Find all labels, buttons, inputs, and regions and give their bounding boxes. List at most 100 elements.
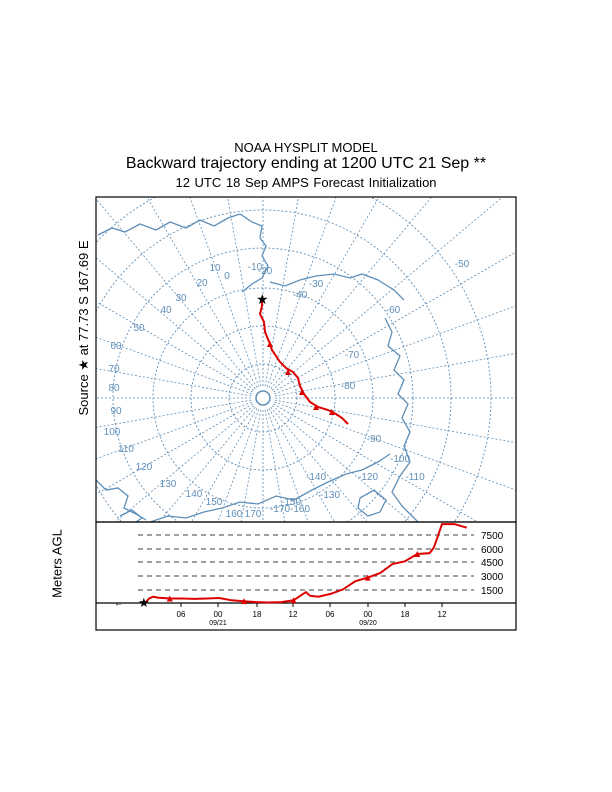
longitude-line xyxy=(268,408,336,522)
longitude-label: 80 xyxy=(108,383,120,394)
longitude-label: -90 xyxy=(367,434,382,445)
longitude-label: 140 xyxy=(186,489,203,500)
height-level-label: 6000 xyxy=(481,545,504,556)
chart-subtitle: 12 UTC 18 Sep AMPS Forecast Initializati… xyxy=(175,175,437,190)
date-label: 09/21 xyxy=(209,620,227,627)
longitude-label: 170 xyxy=(245,509,262,520)
longitude-line xyxy=(227,197,262,387)
coastlines xyxy=(96,213,419,522)
longitude-line xyxy=(96,336,252,395)
south-pole-marker xyxy=(255,390,271,406)
longitude-label: 130 xyxy=(160,479,177,490)
longitude-line xyxy=(268,197,380,388)
longitude-line xyxy=(240,409,262,522)
longitude-line xyxy=(264,197,299,387)
longitude-label: 60 xyxy=(110,341,122,352)
date-label: 09/20 xyxy=(359,620,377,627)
longitude-line xyxy=(273,403,479,522)
longitude-line xyxy=(146,197,258,388)
longitude-label: -10 xyxy=(248,262,263,273)
longitude-label: -40 xyxy=(293,290,308,301)
time-tick-labels: 06 00 18 12 06 00 18 12 09/21 09/20 xyxy=(177,603,447,627)
time-tick-label: 00 xyxy=(214,610,223,619)
longitude-line xyxy=(217,409,260,522)
height-level-label: 7500 xyxy=(481,531,504,542)
longitude-label: -60 xyxy=(386,305,401,316)
longitude-line xyxy=(270,197,433,390)
longitude-line xyxy=(266,409,309,522)
longitude-label: 40 xyxy=(160,305,172,316)
height-trajectory-marker xyxy=(364,574,371,581)
longitude-line xyxy=(274,305,516,395)
longitude-line xyxy=(96,401,252,460)
trajectory-marker xyxy=(329,409,335,415)
longitude-label: 160 xyxy=(226,509,243,520)
longitude-line xyxy=(96,301,253,393)
trajectory-marker xyxy=(285,369,291,375)
longitude-label: -50 xyxy=(455,259,470,270)
longitude-labels: -50-60-70-80-90-100-110-120-130-140-150-… xyxy=(104,259,470,520)
longitude-label: -100 xyxy=(390,454,410,465)
trajectory-path xyxy=(258,299,349,425)
time-tick-label: 06 xyxy=(326,610,335,619)
height-trajectory xyxy=(144,523,468,605)
longitude-label: 0 xyxy=(224,271,230,282)
longitude-label: -70 xyxy=(345,350,360,361)
longitude-label: 90 xyxy=(110,406,122,417)
longitude-label: 50 xyxy=(133,323,145,334)
longitude-label: -120 xyxy=(358,472,378,483)
time-tick-label: 12 xyxy=(438,610,447,619)
height-level-label: 1500 xyxy=(481,586,504,597)
longitude-label: 10 xyxy=(209,263,221,274)
height-trajectory-marker xyxy=(241,598,247,605)
longitude-label: 150 xyxy=(206,497,223,508)
latitude-circle xyxy=(96,197,492,522)
longitude-line xyxy=(274,399,516,444)
longitude-label: 20 xyxy=(196,278,208,289)
height-level-lines: 7500 6000 4500 3000 1500 xyxy=(138,531,504,597)
height-trajectory-marker xyxy=(414,551,421,558)
longitude-label: -80 xyxy=(341,381,356,392)
model-name: NOAA HYSPLIT MODEL xyxy=(234,140,378,155)
height-level-label: 4500 xyxy=(481,558,504,569)
height-panel: 7500 6000 4500 3000 1500 06 00 18 12 06 00 18 12 09/… xyxy=(95,521,517,631)
longitude-line xyxy=(96,257,255,391)
longitude-label: -30 xyxy=(309,279,324,290)
longitude-line xyxy=(271,405,412,522)
time-tick-label: 12 xyxy=(289,610,298,619)
longitude-line xyxy=(266,197,337,387)
longitude-label: -110 xyxy=(405,472,425,483)
longitude-label: -170 xyxy=(270,504,290,515)
latitude-circle xyxy=(190,325,336,471)
longitude-line xyxy=(264,409,286,522)
trajectory-marker xyxy=(313,404,319,410)
trajectory-marker xyxy=(267,341,273,347)
longitude-line xyxy=(189,197,260,387)
time-tick-label: 06 xyxy=(177,610,186,619)
height-level-label: 3000 xyxy=(481,572,504,583)
time-tick-label: 00 xyxy=(364,610,373,619)
longitude-line xyxy=(96,198,256,390)
start-star-icon: ★ xyxy=(138,595,150,610)
longitude-label: -150 xyxy=(281,497,301,508)
trajectory-marker xyxy=(299,389,305,395)
time-tick-label: 18 xyxy=(401,610,410,619)
arrow-marker: ← xyxy=(114,598,123,608)
longitude-label: -140 xyxy=(306,472,326,483)
longitude-label: -20 xyxy=(258,266,273,277)
chart-title: Backward trajectory ending at 1200 UTC 2… xyxy=(125,155,487,172)
height-trajectory-line xyxy=(144,523,468,604)
longitude-line xyxy=(96,368,252,397)
longitude-line xyxy=(158,406,256,522)
trajectory-line xyxy=(258,299,349,425)
longitude-label: 70 xyxy=(108,364,120,375)
longitude-line xyxy=(273,251,516,393)
longitude-line xyxy=(114,405,255,522)
height-trajectory-marker xyxy=(290,597,297,604)
longitude-label: 30 xyxy=(175,293,187,304)
longitude-line xyxy=(274,401,516,491)
longitude-line xyxy=(271,197,504,391)
